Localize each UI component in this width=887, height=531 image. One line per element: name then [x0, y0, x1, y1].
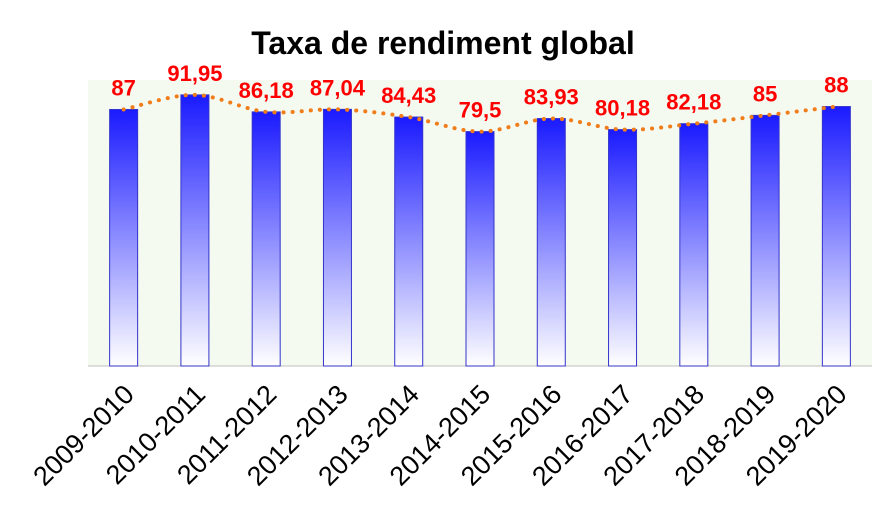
bar-2012-2013: [322, 108, 352, 367]
data-label-2010-2011: 91,95: [167, 61, 222, 86]
data-label-2015-2016: 83,93: [524, 85, 579, 110]
bar-2016-2017: [608, 129, 638, 367]
bar-2015-2016: [536, 118, 566, 367]
bar-2011-2012: [251, 111, 281, 367]
bar-2017-2018: [679, 123, 709, 367]
bar-2014-2015: [465, 131, 495, 367]
data-label-2012-2013: 87,04: [310, 75, 366, 100]
data-label-2019-2020: 88: [824, 73, 848, 98]
data-label-2013-2014: 84,43: [381, 83, 436, 108]
data-label-2016-2017: 80,18: [595, 96, 650, 121]
data-label-2014-2015: 79,5: [459, 98, 502, 123]
bar-2010-2011: [180, 94, 210, 367]
data-label-2009-2010: 87: [111, 75, 135, 100]
data-label-2018-2019: 85: [753, 81, 777, 106]
data-label-2017-2018: 82,18: [666, 90, 721, 115]
bar-2018-2019: [750, 114, 780, 367]
chart-title: Taxa de rendiment global: [251, 25, 634, 61]
trend-line: [121, 92, 839, 134]
bar-2013-2014: [394, 116, 424, 367]
data-label-2011-2012: 86,18: [239, 78, 294, 103]
bar-2009-2010: [109, 108, 139, 367]
bar-2019-2020: [821, 106, 851, 367]
